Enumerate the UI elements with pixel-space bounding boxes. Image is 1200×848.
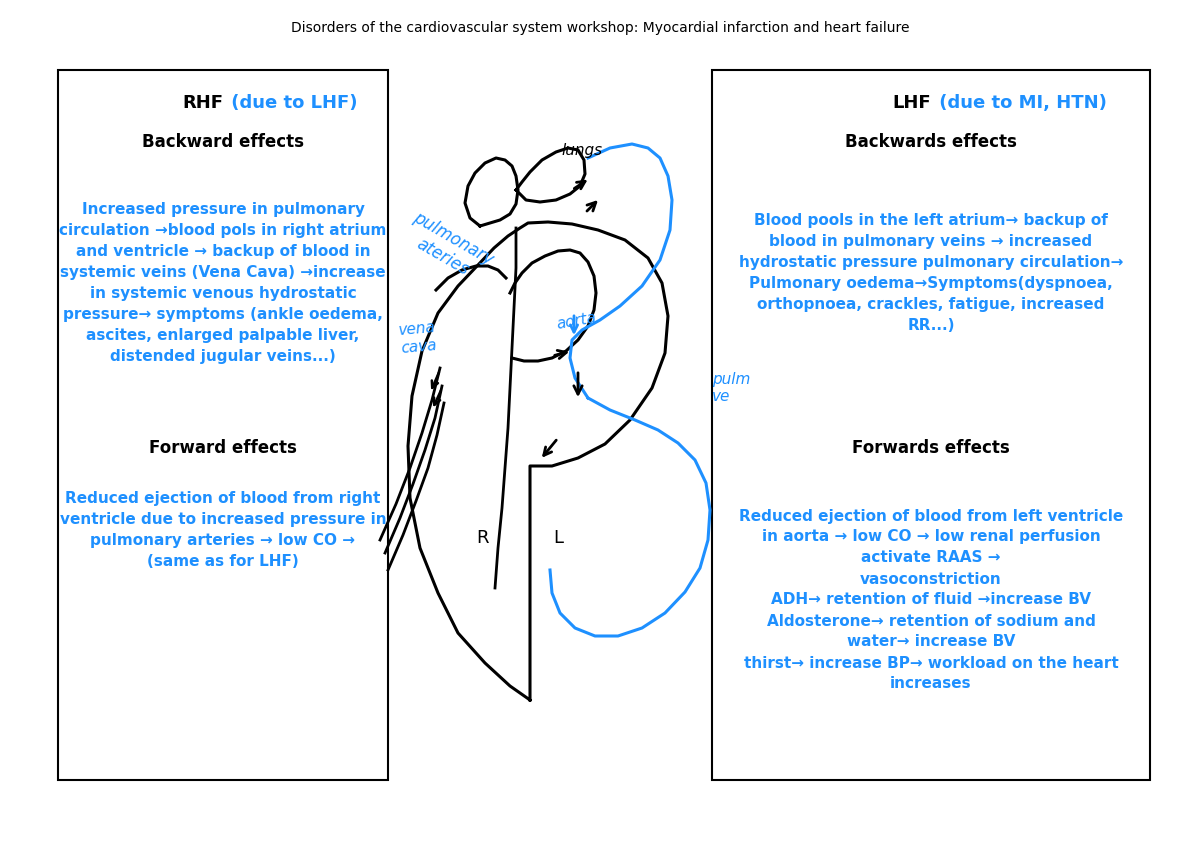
Text: vena
cava: vena cava <box>398 321 438 356</box>
Text: Reduced ejection of blood from left ventricle
in aorta → low CO → low renal perf: Reduced ejection of blood from left vent… <box>739 509 1123 691</box>
Text: Disorders of the cardiovascular system workshop: Myocardial infarction and heart: Disorders of the cardiovascular system w… <box>290 21 910 35</box>
Text: Forward effects: Forward effects <box>149 439 296 457</box>
Text: pulm
ve: pulm ve <box>712 371 750 404</box>
Text: Forwards effects: Forwards effects <box>852 439 1010 457</box>
Text: L: L <box>553 529 563 547</box>
FancyBboxPatch shape <box>712 70 1150 780</box>
Text: Backward effects: Backward effects <box>142 133 304 151</box>
Text: Reduced ejection of blood from right
ventricle due to increased pressure in
pulm: Reduced ejection of blood from right ven… <box>60 491 386 569</box>
FancyBboxPatch shape <box>58 70 388 780</box>
Text: R: R <box>475 529 488 547</box>
Text: lungs: lungs <box>562 142 602 158</box>
Text: aorta: aorta <box>554 310 598 332</box>
Text: pulmonary
ateries: pulmonary ateries <box>400 209 497 287</box>
Text: LHF: LHF <box>893 94 931 112</box>
Text: (due to LHF): (due to LHF) <box>226 94 358 112</box>
Text: Backwards effects: Backwards effects <box>845 133 1016 151</box>
Text: RHF: RHF <box>182 94 223 112</box>
Text: Increased pressure in pulmonary
circulation →blood pols in right atrium
and vent: Increased pressure in pulmonary circulat… <box>59 202 386 364</box>
Text: Blood pools in the left atrium→ backup of
blood in pulmonary veins → increased
h: Blood pools in the left atrium→ backup o… <box>739 213 1123 333</box>
Text: (due to MI, HTN): (due to MI, HTN) <box>934 94 1106 112</box>
